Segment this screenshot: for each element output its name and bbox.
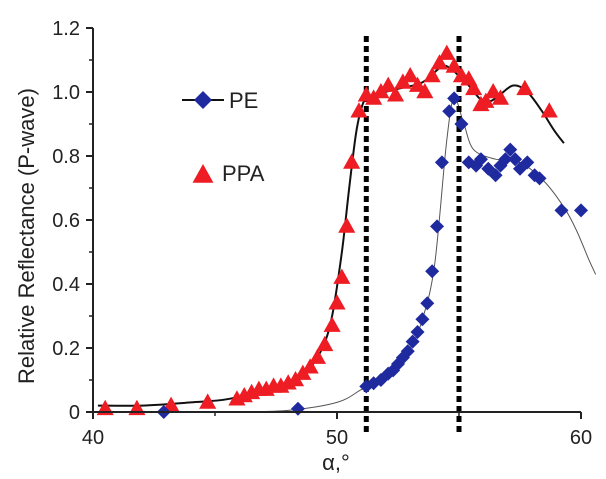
ppa-point [465,79,483,96]
ppa-point [308,348,327,364]
pe-point [503,142,518,157]
series-ppa [96,44,558,416]
legend-pe-label: PE [229,88,258,113]
y-tick-label: 1.0 [52,82,80,104]
pe-point [454,117,469,131]
pe-point [430,219,445,234]
legend-item-ppa: PPA [192,161,265,186]
legend-item-pe: PE [182,88,258,113]
ppa-point [343,153,361,169]
y-tick-label: 0.6 [52,210,80,232]
ppa-point [416,83,434,99]
ppa-point [516,79,534,96]
legend-ppa-marker [192,164,214,183]
legend-pe-marker [194,91,212,109]
pe-point [554,203,569,218]
pe-point [473,152,488,167]
pe-point [442,104,457,119]
reference-lines [363,36,462,433]
y-tick-label: 0.2 [52,338,80,360]
pe-point [532,171,547,186]
pe-point [488,168,503,183]
pe-point [400,344,415,359]
ppa-point [438,44,456,60]
ppa-point [350,102,368,118]
ppa-point [540,102,558,118]
pe-point [420,296,435,311]
ppa-point [328,294,346,310]
pe-point [447,91,462,106]
x-tick-label: 60 [570,427,592,449]
ppa-point [323,316,341,332]
series-pe [156,91,588,419]
pe-point [434,155,449,170]
ppa-point [408,76,427,92]
ppa-point [430,54,449,70]
pe-point [508,152,523,167]
ppa-point [301,358,319,374]
ppa-point [316,335,334,352]
ppa-point [338,217,356,233]
pe-point [405,334,420,349]
axis-ticks: 40 50 60 0 0.2 0.4 0.6 0.8 1.0 1.2 [52,18,592,449]
y-axis-title: Relative Reflectance (P-wave) [14,88,39,384]
ppa-point [491,89,510,105]
curve-ppa [97,64,565,407]
ppa-point [333,268,351,284]
pe-point [520,155,535,170]
pe-point [574,203,588,218]
legend-ppa-label: PPA [222,161,265,186]
y-tick-label: 0.8 [52,146,80,168]
pe-point [290,401,305,416]
ppa-point [401,67,419,83]
x-tick-label: 50 [326,427,348,449]
data-markers [96,44,588,419]
ppa-point [445,57,463,73]
pe-point [410,325,425,339]
ppa-point [379,76,397,92]
ppa-point [387,86,405,102]
x-axis-title: α,° [322,450,350,475]
ppa-point [477,92,495,108]
y-tick-label: 0.4 [52,274,80,296]
ppa-point [199,393,217,409]
ppa-point [484,83,502,99]
ppa-point [423,67,441,83]
fit-curves [97,64,597,413]
x-tick-label: 40 [82,427,104,449]
y-tick-label: 1.2 [52,18,80,40]
pe-point [425,264,440,279]
pe-point [415,312,430,327]
legend: PE PPA [182,88,265,186]
pe-point [498,152,513,167]
curve-pe [239,97,597,413]
plot-area: 40 50 60 0 0.2 0.4 0.6 0.8 1.0 1.2 [52,18,597,449]
y-tick-label: 0 [69,402,80,424]
